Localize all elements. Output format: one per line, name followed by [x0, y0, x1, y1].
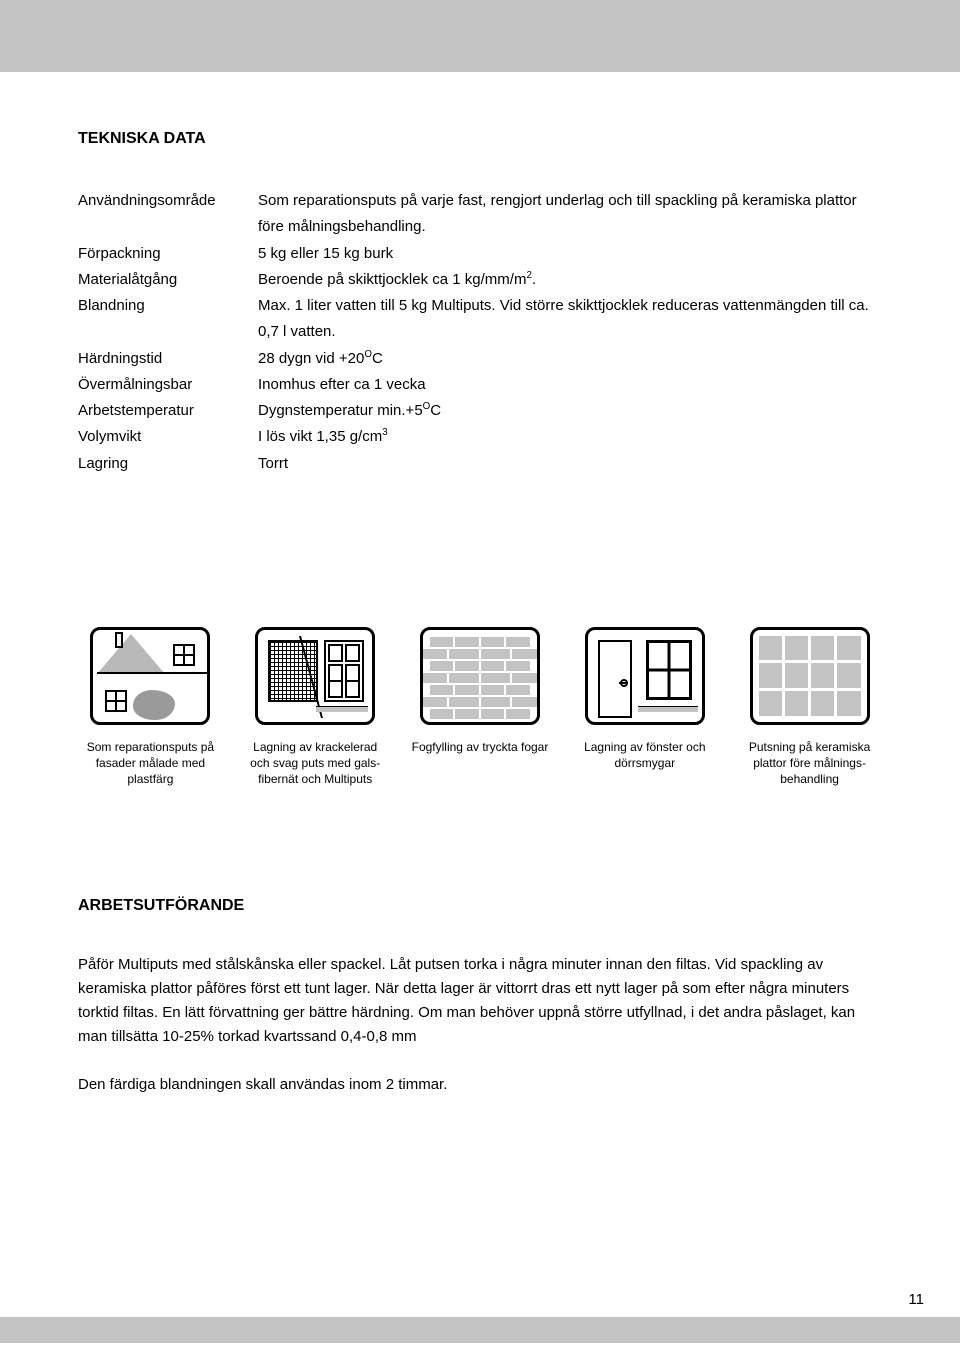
data-label: Övermålningsbar [78, 372, 258, 398]
icon-card-tiles: Putsning på keramiska plattor före målni… [737, 627, 882, 788]
data-value: 5 kg eller 15 kg burk [258, 241, 882, 267]
tekniska-data-table: AnvändningsområdeSom reparationsputs på … [78, 188, 882, 477]
icon-card-door-window: Lagning av fönster och dörrsmygar [572, 627, 717, 788]
table-row: MaterialåtgångBeroende på skikttjocklek … [78, 267, 882, 293]
icon-caption: Lagning av fönster och dörrsmygar [572, 739, 717, 771]
table-row: ÖvermålningsbarInomhus efter ca 1 vecka [78, 372, 882, 398]
facade-icon [90, 627, 210, 725]
icon-card-crack: Lagning av krackelerad och svag puts med… [243, 627, 388, 788]
table-row: Härdningstid28 dygn vid +20OC [78, 346, 882, 372]
arbetsutforande-p2: Den färdiga blandningen skall användas i… [78, 1073, 882, 1097]
page-number: 11 [908, 1291, 924, 1308]
data-value: Som reparationsputs på varje fast, rengj… [258, 188, 882, 241]
arbetsutforande-p1: Påför Multiputs med stålskånska eller sp… [78, 953, 882, 1049]
data-value: Max. 1 liter vatten till 5 kg Multiputs.… [258, 293, 882, 346]
data-label: Lagring [78, 451, 258, 477]
tekniska-data-heading: TEKNISKA DATA [78, 130, 882, 148]
door-window-icon [585, 627, 705, 725]
icon-card-brick: Fogfylling av tryckta fogar [408, 627, 553, 788]
icon-caption: Fogfylling av tryckta fogar [412, 739, 549, 755]
arbetsutforande-heading: ARBETSUTFÖRANDE [78, 897, 882, 915]
icon-caption: Som reparationsputs på fasader målade me… [78, 739, 223, 788]
data-value: Beroende på skikttjocklek ca 1 kg/mm/m2. [258, 267, 882, 293]
table-row: LagringTorrt [78, 451, 882, 477]
data-label: Volymvikt [78, 424, 258, 450]
data-label: Användningsområde [78, 188, 258, 241]
footer-bar: 11 [0, 1317, 960, 1343]
icon-card-facade: Som reparationsputs på fasader målade me… [78, 627, 223, 788]
usage-icons-row: Som reparationsputs på fasader målade me… [78, 627, 882, 788]
data-label: Arbetstemperatur [78, 398, 258, 424]
data-value: I lös vikt 1,35 g/cm3 [258, 424, 882, 450]
top-bar [0, 0, 960, 72]
data-label: Förpackning [78, 241, 258, 267]
data-value: Torrt [258, 451, 882, 477]
table-row: BlandningMax. 1 liter vatten till 5 kg M… [78, 293, 882, 346]
data-label: Härdningstid [78, 346, 258, 372]
data-value: Dygnstemperatur min.+5OC [258, 398, 882, 424]
brick-wall-icon [420, 627, 540, 725]
table-row: AnvändningsområdeSom reparationsputs på … [78, 188, 882, 241]
table-row: VolymviktI lös vikt 1,35 g/cm3 [78, 424, 882, 450]
data-value: 28 dygn vid +20OC [258, 346, 882, 372]
table-row: Förpackning5 kg eller 15 kg burk [78, 241, 882, 267]
tile-grid-icon [750, 627, 870, 725]
crack-repair-icon [255, 627, 375, 725]
data-label: Materialåtgång [78, 267, 258, 293]
icon-caption: Putsning på keramiska plattor före målni… [737, 739, 882, 788]
data-label: Blandning [78, 293, 258, 346]
icon-caption: Lagning av krackelerad och svag puts med… [243, 739, 388, 788]
data-value: Inomhus efter ca 1 vecka [258, 372, 882, 398]
table-row: ArbetstemperaturDygnstemperatur min.+5OC [78, 398, 882, 424]
page-content: TEKNISKA DATA AnvändningsområdeSom repar… [0, 72, 960, 1097]
